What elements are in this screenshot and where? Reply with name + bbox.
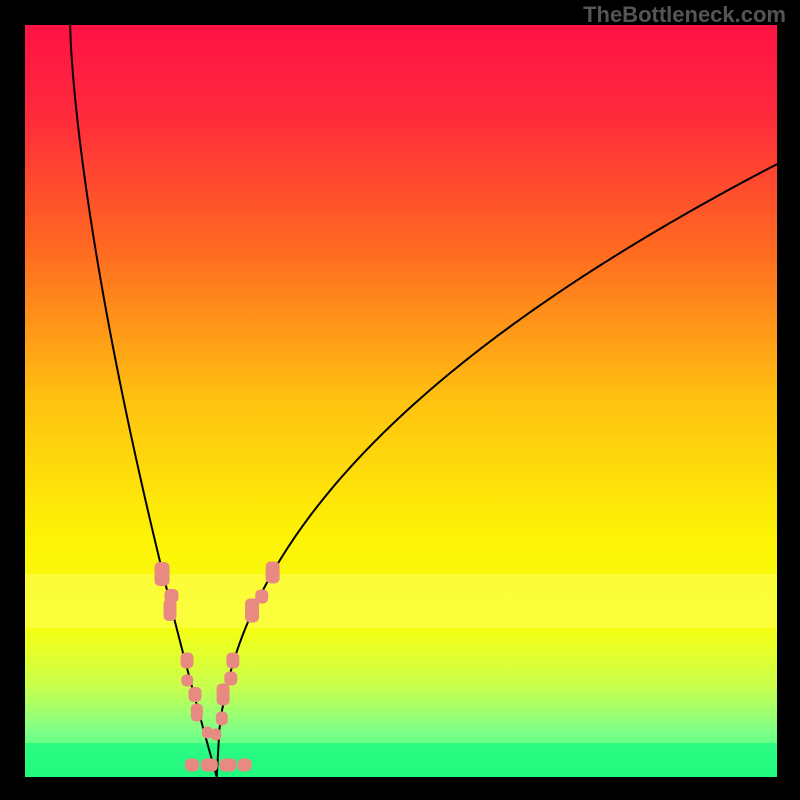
curve-marker xyxy=(245,598,259,622)
curve-marker xyxy=(238,758,252,771)
curve-marker xyxy=(220,758,237,771)
curve-marker xyxy=(189,687,202,702)
curve-marker xyxy=(185,758,199,771)
curve-marker xyxy=(210,728,221,740)
curve-marker xyxy=(266,561,280,583)
chart-svg xyxy=(0,0,800,800)
highlight-band xyxy=(25,743,777,777)
curve-marker xyxy=(155,562,170,586)
highlight-band xyxy=(25,574,777,628)
curve-marker xyxy=(226,652,239,668)
curve-marker xyxy=(191,703,203,721)
curve-marker xyxy=(181,674,193,686)
curve-marker xyxy=(180,652,193,668)
curve-marker xyxy=(163,599,176,621)
curve-marker xyxy=(217,683,230,705)
plot-background xyxy=(25,25,777,777)
watermark-text: TheBottleneck.com xyxy=(583,2,786,28)
curve-marker xyxy=(216,711,228,725)
curve-marker xyxy=(201,758,218,771)
chart-container: TheBottleneck.com xyxy=(0,0,800,800)
curve-marker xyxy=(224,671,237,685)
